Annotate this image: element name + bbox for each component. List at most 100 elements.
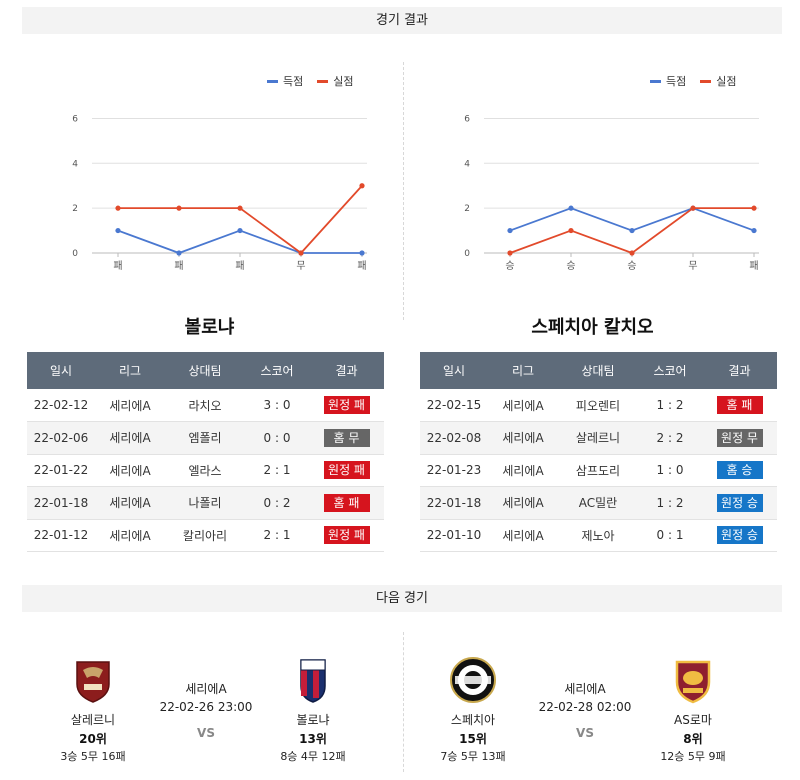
conceded-point [359,183,365,189]
home-team[interactable]: 살레르니 20위 3승 5무 16패 [38,656,148,764]
scored-point [568,205,574,211]
chart-divider [403,62,404,320]
table-row: 22-02-12 세리에A 라치오 3 : 0 원정 패 [27,389,384,422]
table-row: 22-01-18 세리에A AC밀란 1 : 2 원정 승 [420,486,777,520]
away-team[interactable]: 볼로냐 13위 8승 4무 12패 [258,656,368,764]
home-team-record: 3승 5무 16패 [60,750,126,763]
legend-scored: 득점 [650,73,686,89]
match-league: 세리에A [564,682,606,696]
date-cell: 22-02-08 [420,421,488,455]
header-league: 리그 [95,352,165,389]
y-tick-label: 2 [464,204,470,214]
salernitana-crest-icon [69,656,117,704]
x-tick-label: 패 [749,260,758,272]
result-badge: 홈 패 [323,493,370,512]
x-tick-label: 승 [627,260,636,272]
header-score: 스코어 [245,352,309,389]
header-league: 리그 [488,352,558,389]
conceded-point [237,205,243,211]
league-cell: 세리에A [488,486,558,520]
away-team-name: 볼로냐 [296,713,330,727]
score-cell: 3 : 0 [245,389,309,422]
legend-scored-label: 득점 [666,75,687,88]
conceded-point [176,205,182,211]
result-cell: 원정 승 [702,519,777,552]
result-cell: 홈 패 [702,389,777,422]
x-tick-label: 패 [357,260,366,272]
result-cell: 원정 패 [309,519,384,552]
home-team-rank: 15위 [459,732,487,746]
team1-title: 볼로냐 [184,317,235,338]
table-header-row: 일시 리그 상대팀 스코어 결과 [420,352,777,389]
match-info: 세리에A 22-02-28 02:00 [525,680,645,714]
header-score: 스코어 [638,352,702,389]
table-row: 22-01-23 세리에A 삼프도리 1 : 0 홈 승 [420,454,777,487]
y-tick-label: 4 [464,159,470,169]
team1-chart-svg: 0 2 4 6 패 패 패 무 패 [72,114,367,272]
team1-chart: 득점 실점 0 2 4 6 패 패 패 무 패 [22,55,402,275]
roma-crest-icon [669,656,717,704]
result-badge: 홈 무 [323,428,370,447]
conceded-point [568,227,574,234]
away-team[interactable]: AS로마 8위 12승 5무 9패 [638,656,748,764]
opponent-cell: 삼프도리 [558,454,638,487]
x-tick-label: 무 [296,261,305,272]
conceded-point [298,250,304,256]
table-row: 22-02-06 세리에A 엠폴리 0 : 0 홈 무 [27,421,384,455]
y-tick-label: 0 [464,249,470,259]
next-section-title: 다음 경기 [22,585,782,612]
scored-point [629,227,635,234]
league-cell: 세리에A [488,519,558,552]
scored-point [507,227,513,234]
opponent-cell: 피오렌티 [558,389,638,422]
date-cell: 22-01-18 [420,486,488,520]
opponent-cell: 엠폴리 [165,421,245,455]
table-row: 22-01-18 세리에A 나폴리 0 : 2 홈 패 [27,486,384,520]
table-header-row: 일시 리그 상대팀 스코어 결과 [27,352,384,389]
away-team-rank: 8위 [683,732,703,746]
team1-results-table: 일시 리그 상대팀 스코어 결과 22-02-12 세리에A 라치오 3 : 0 원정 … [27,352,384,552]
result-badge: 원정 무 [716,428,763,447]
home-team[interactable]: 스페치아 15위 7승 5무 13패 [418,656,528,764]
table-row: 22-02-15 세리에A 피오렌티 1 : 2 홈 패 [420,389,777,422]
team1-chart-legend: 득점 실점 [267,73,354,89]
result-cell: 원정 패 [309,389,384,422]
match-datetime: 22-02-26 23:00 [159,700,253,714]
next-match-1: 살레르니 20위 3승 5무 16패 세리에A 22-02-26 23:00 V… [22,640,402,770]
result-cell: 원정 승 [702,486,777,520]
next-match-2: 스페치아 15위 7승 5무 13패 세리에A 22-02-28 02:00 V… [408,640,788,770]
x-tick-label: 패 [174,260,183,272]
result-badge: 원정 패 [323,396,370,414]
scored-point [115,227,121,234]
spezia-crest-icon [449,656,497,704]
date-cell: 22-02-15 [420,389,488,422]
result-badge: 원정 승 [716,526,763,545]
league-cell: 세리에A [488,454,558,487]
result-cell: 홈 승 [702,454,777,487]
match-league: 세리에A [185,682,227,696]
opponent-cell: 제노아 [558,519,638,552]
conceded-point [751,205,757,211]
league-cell: 세리에A [95,389,165,422]
y-tick-label: 2 [72,204,78,214]
conceded-point [629,250,635,256]
table-row: 22-01-12 세리에A 칼리아리 2 : 1 원정 패 [27,519,384,552]
x-tick-label: 승 [505,260,514,272]
opponent-cell: 엘라스 [165,454,245,487]
league-cell: 세리에A [488,421,558,455]
x-tick-label: 무 [688,261,697,272]
league-cell: 세리에A [488,389,558,422]
score-cell: 0 : 0 [245,421,309,455]
header-date: 일시 [27,352,95,389]
score-cell: 0 : 1 [638,519,702,552]
score-cell: 2 : 1 [245,454,309,487]
legend-conceded-label: 실점 [716,75,737,88]
conceded-point [507,250,513,256]
home-team-name: 살레르니 [70,713,116,727]
header-opponent: 상대팀 [165,352,245,389]
score-cell: 2 : 2 [638,421,702,455]
away-team-name: AS로마 [674,713,712,727]
league-cell: 세리에A [95,454,165,487]
opponent-cell: 라치오 [165,389,245,422]
bologna-crest-icon [289,656,337,704]
